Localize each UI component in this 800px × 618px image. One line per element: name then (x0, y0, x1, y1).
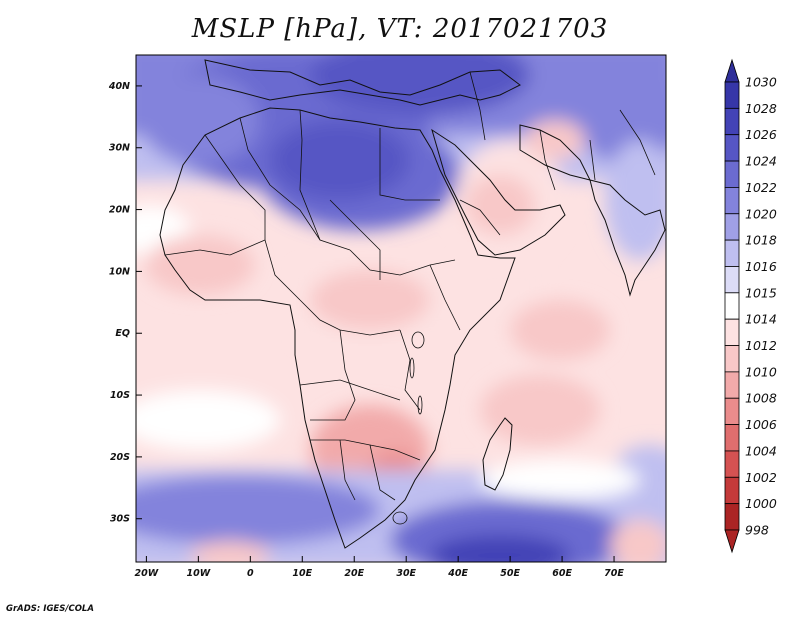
colorbar-level-label: 1026 (745, 127, 777, 142)
lat-tick-label: 20N (109, 205, 130, 216)
latitude-ticks: 40N 30N 20N 10N EQ 10S 20S 30S (108, 81, 142, 525)
colorbar-level-label: 1012 (745, 338, 777, 353)
longitude-ticks: 20W 10W 0 10E 20E 30E 40E 50E 60E 70E (135, 556, 624, 579)
lat-tick-label: 30N (109, 143, 130, 154)
colorbar-swatch (724, 187, 740, 215)
colorbar-swatch (724, 503, 740, 531)
lon-tick-label: 20W (135, 568, 159, 579)
lon-tick-label: 30E (396, 568, 416, 579)
colorbar-swatch (724, 239, 740, 267)
lon-tick-label: 50E (500, 568, 520, 579)
lat-tick-label: EQ (115, 328, 130, 339)
colorbar-level-label: 1002 (745, 470, 777, 485)
lon-tick-label: 10E (292, 568, 312, 579)
country-borders (164, 71, 656, 501)
colorbar-level-label: 1010 (745, 364, 777, 379)
colorbar-swatch (724, 160, 740, 188)
colorbar-level-label: 1014 (745, 312, 777, 327)
colorbar-swatch (724, 81, 740, 109)
pressure-field (136, 55, 666, 562)
lon-tick-label: 20E (344, 568, 364, 579)
colorbar-level-label: 1022 (745, 180, 777, 195)
colorbar-level-label: 1016 (745, 259, 777, 274)
colorbar-level-label: 1006 (745, 417, 777, 432)
india-coastline (589, 179, 666, 297)
colorbar: 1030 1028 1026 1024 1022 1020 1018 1016 1015 1014… (724, 58, 777, 554)
colorbar-level-label: 1024 (745, 154, 777, 169)
lon-tick-label: 40E (447, 568, 468, 579)
colorbar-swatch (724, 424, 740, 452)
colorbar-level-label: 1030 (745, 75, 777, 90)
colorbar-swatch (724, 266, 740, 294)
lon-tick-label: 70E (604, 568, 624, 579)
colorbar-swatch (724, 107, 740, 136)
arabia-coastline (431, 128, 566, 256)
colorbar-swatch (724, 292, 740, 320)
lat-tick-label: 40N (108, 81, 130, 92)
colorbar-level-label: 1008 (745, 391, 777, 406)
colorbar-level-label: 1028 (745, 101, 777, 116)
lakes (392, 331, 425, 525)
colorbar-swatch (724, 134, 740, 162)
lat-tick-label: 30S (110, 514, 130, 525)
lat-tick-label: 10S (110, 390, 130, 401)
lon-tick-label: 10W (187, 568, 211, 579)
colorbar-swatch (724, 450, 740, 478)
colorbar-level-label: 998 (745, 523, 769, 538)
colorbar-level-label: 1000 (745, 496, 777, 511)
colorbar-top-arrow (724, 58, 740, 83)
colorbar-level-label: 1020 (745, 206, 777, 221)
colorbar-swatch (724, 318, 740, 346)
colorbar-level-label: 1018 (745, 233, 777, 248)
colorbar-level-label: 1004 (745, 443, 777, 458)
colorbar-level-label: 1015 (745, 285, 777, 300)
africa-coastline (159, 107, 516, 549)
lon-tick-label: 60E (552, 568, 572, 579)
madagascar-coastline (482, 417, 513, 491)
plot-frame (135, 54, 667, 563)
colorbar-swatch (724, 371, 740, 399)
lon-tick-label: 0 (247, 568, 254, 579)
lat-tick-label: 10N (109, 266, 130, 277)
coastlines (159, 59, 666, 549)
colorbar-swatch (724, 345, 740, 373)
map-title: MSLP [hPa], VT: 2017021703 (191, 14, 609, 44)
europe-coastline (204, 59, 521, 106)
colorbar-bottom-arrow (724, 529, 740, 554)
colorbar-swatch (724, 213, 740, 241)
colorbar-swatch (724, 476, 740, 505)
lat-tick-label: 20S (110, 452, 130, 463)
colorbar-swatch (724, 397, 740, 425)
grads-credit: GrADS: IGES/COLA (6, 604, 94, 614)
persian-gulf-coastline (519, 124, 591, 181)
